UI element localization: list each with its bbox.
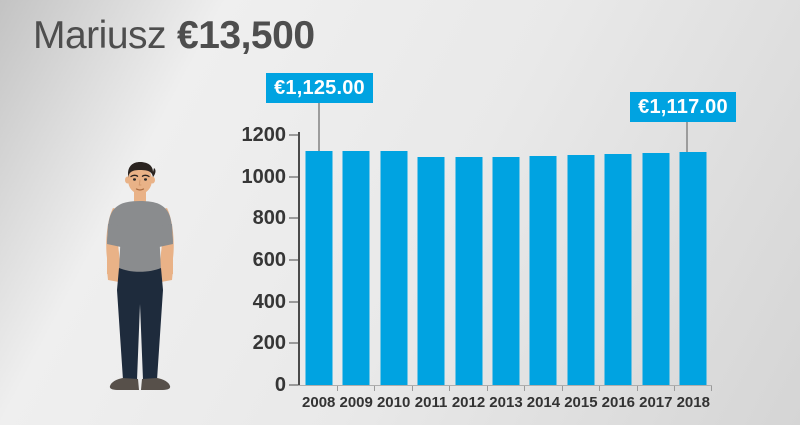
bar-2015 bbox=[567, 155, 595, 385]
x-tick-label: 2012 bbox=[451, 394, 486, 411]
bar-slot-2010: 2010 bbox=[375, 135, 413, 411]
x-tick-mark bbox=[561, 386, 563, 391]
man-illustration-icon bbox=[106, 162, 174, 390]
bar-chart: 0 200 400 600 800 1000 1200 2008 2009 2010 2011 20… bbox=[242, 124, 713, 411]
x-tick-mark bbox=[636, 386, 638, 391]
x-tick-mark bbox=[486, 386, 488, 391]
x-tick-label: 2015 bbox=[564, 394, 598, 411]
value-callout-2018: €1,117.00 bbox=[630, 92, 736, 122]
x-tick-mark bbox=[711, 386, 713, 391]
person-name: Mariusz bbox=[33, 14, 167, 57]
bar-2016 bbox=[604, 154, 632, 385]
y-tick-mark bbox=[289, 175, 298, 178]
bar-slot-2011: 2011 bbox=[412, 135, 451, 411]
bar-slot-2008: 2008 bbox=[300, 135, 338, 411]
y-tick-mark bbox=[289, 259, 298, 261]
x-tick-mark bbox=[599, 386, 601, 391]
x-tick-label: 2016 bbox=[601, 394, 636, 411]
bar-2012 bbox=[455, 156, 483, 385]
x-tick-mark bbox=[449, 386, 451, 391]
x-tick-label: 2017 bbox=[639, 394, 673, 411]
bar-slot-2018: 2018 bbox=[675, 135, 713, 411]
x-tick-label: 2008 bbox=[302, 394, 336, 411]
y-tick-label: 600 bbox=[252, 249, 286, 271]
x-tick-label: 2014 bbox=[526, 394, 561, 411]
x-tick-mark bbox=[524, 386, 526, 391]
callout-connector-2018 bbox=[686, 122, 688, 153]
bar-slot-2012: 2012 bbox=[450, 135, 488, 411]
x-tick-label: 2011 bbox=[414, 394, 448, 411]
y-tick-mark bbox=[289, 217, 298, 220]
bar-slot-2015: 2015 bbox=[562, 135, 601, 411]
y-tick-label: 1000 bbox=[241, 165, 287, 188]
value-callout-2008: €1,125.00 bbox=[266, 73, 373, 103]
bar-2014 bbox=[529, 156, 557, 385]
x-tick-mark bbox=[374, 386, 376, 391]
x-tick-label: 2013 bbox=[489, 394, 523, 411]
x-tick-mark bbox=[674, 386, 676, 391]
y-tick-label: 800 bbox=[252, 207, 286, 230]
bar-slot-2013: 2013 bbox=[487, 135, 526, 411]
bar-slot-2016: 2016 bbox=[600, 135, 638, 411]
bar-slot-2009: 2009 bbox=[337, 135, 376, 411]
x-tick-mark bbox=[336, 386, 338, 391]
bar-slot-2014: 2014 bbox=[525, 135, 563, 411]
x-tick-label: 2010 bbox=[376, 394, 411, 411]
x-tick-label: 2018 bbox=[676, 394, 710, 411]
x-tick-label: 2009 bbox=[339, 394, 373, 411]
y-tick-mark bbox=[289, 342, 298, 345]
bar-2011 bbox=[417, 156, 445, 385]
bar-2017 bbox=[642, 153, 670, 385]
bar-slot-2017: 2017 bbox=[637, 135, 676, 411]
callout-connector-2008 bbox=[318, 103, 320, 151]
y-tick-label: 200 bbox=[252, 332, 286, 355]
total-amount: €13,500 bbox=[177, 14, 315, 57]
bar-2010 bbox=[380, 150, 408, 385]
bars-row: 2008 2009 2010 2011 2012 2013 2014 2015 2016 2017… bbox=[300, 135, 713, 411]
y-tick-mark bbox=[289, 384, 298, 386]
y-axis-line bbox=[298, 132, 300, 385]
x-tick-mark bbox=[411, 386, 413, 391]
bar-2013 bbox=[492, 156, 520, 385]
bar-2008 bbox=[305, 150, 333, 385]
y-tick-mark bbox=[289, 300, 298, 303]
y-tick-label: 1200 bbox=[241, 124, 287, 146]
bar-2018 bbox=[679, 152, 707, 385]
bar-2009 bbox=[342, 150, 370, 385]
y-tick-label: 400 bbox=[252, 290, 286, 313]
x-axis-line bbox=[298, 385, 712, 386]
y-tick-label: 0 bbox=[274, 374, 286, 396]
y-tick-mark bbox=[289, 134, 298, 136]
page-title: Mariusz €13,500 bbox=[33, 14, 315, 58]
